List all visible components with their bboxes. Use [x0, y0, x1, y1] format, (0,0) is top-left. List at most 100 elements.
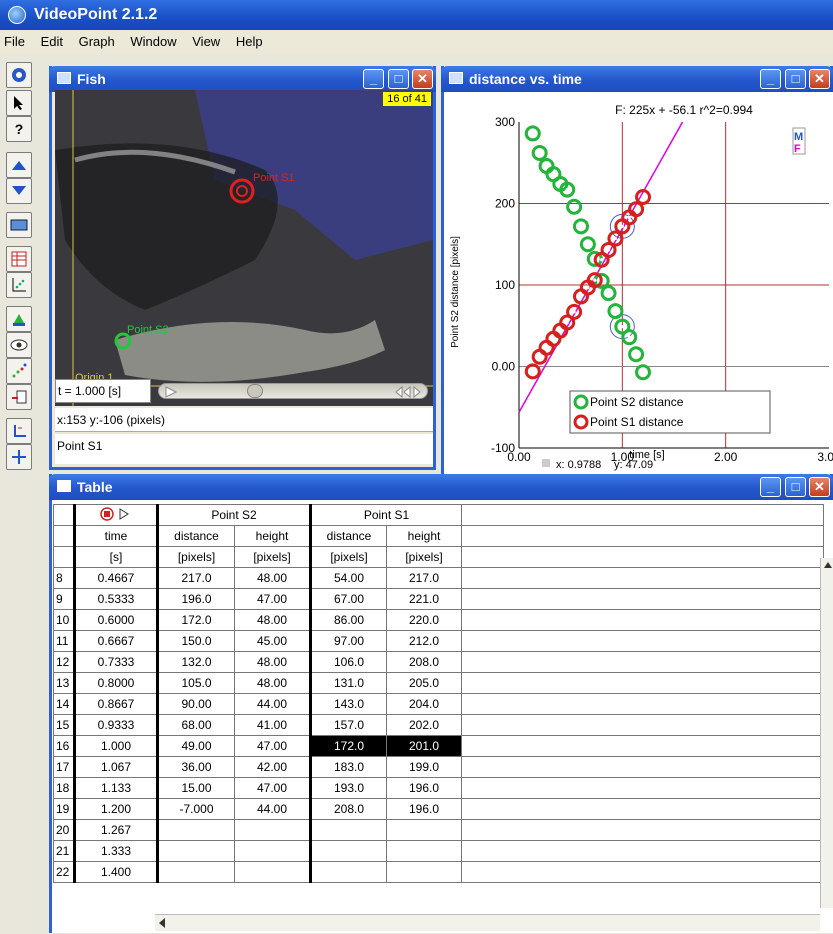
graph-tool-icon[interactable]	[6, 272, 32, 298]
s1-distance-cell[interactable]	[309, 840, 387, 862]
s2-height-cell[interactable]: 48.00	[234, 672, 311, 694]
time-cell[interactable]: 1.333	[73, 840, 158, 862]
menu-view[interactable]: View	[192, 34, 221, 49]
s1-height-cell[interactable]: 196.0	[386, 777, 462, 799]
step-down-icon[interactable]	[6, 178, 32, 204]
s1-distance-cell[interactable]: 86.00	[309, 609, 387, 631]
s2-height-cell[interactable]	[234, 819, 311, 841]
s2-height-cell[interactable]: 44.00	[234, 693, 311, 715]
point-s1-marker[interactable]	[227, 176, 257, 206]
time-cell[interactable]: 1.133	[73, 777, 158, 799]
close-button[interactable]: ✕	[412, 69, 433, 89]
distance-time-chart[interactable]: F: 225x + -56.1 r^2=0.994 M F Point S2 d…	[444, 92, 833, 474]
time-cell[interactable]: 1.200	[73, 798, 158, 820]
maximize-button[interactable]: □	[785, 69, 806, 89]
time-cell[interactable]: 0.4667	[73, 567, 158, 589]
menu-graph[interactable]: Graph	[78, 34, 115, 49]
time-cell[interactable]: 0.6000	[73, 609, 158, 631]
s1-distance-cell[interactable]: 208.0	[309, 798, 387, 820]
s1-distance-cell[interactable]: 183.0	[309, 756, 387, 778]
s2-height-cell[interactable]: 47.00	[234, 777, 311, 799]
s2-height-cell[interactable]	[234, 861, 311, 883]
time-cell[interactable]: 0.7333	[73, 651, 158, 673]
close-button[interactable]: ✕	[809, 69, 830, 89]
table-row[interactable]: 13 0.8000 105.0 48.00 131.0 205.0	[53, 672, 824, 694]
s2-distance-cell[interactable]: 68.00	[156, 714, 235, 736]
s2-distance-cell[interactable]: 36.00	[156, 756, 235, 778]
s1-distance-cell[interactable]: 97.00	[309, 630, 387, 652]
s1-height-cell[interactable]: 204.0	[386, 693, 462, 715]
table-tool-icon[interactable]	[6, 246, 32, 272]
table-row[interactable]: 20 1.267	[53, 819, 824, 841]
s2-distance-cell[interactable]: -7.000	[156, 798, 235, 820]
play-icon[interactable]	[164, 386, 180, 398]
graph-window-title-bar[interactable]: distance vs. time _ □ ✕	[441, 66, 833, 92]
step-up-icon[interactable]	[6, 152, 32, 178]
close-button[interactable]: ✕	[809, 477, 830, 497]
s1-height-cell[interactable]: 202.0	[386, 714, 462, 736]
scale-tool-icon[interactable]	[6, 444, 32, 470]
minimize-button[interactable]: _	[760, 477, 781, 497]
marker-badge-box[interactable]	[792, 127, 806, 155]
s1-height-cell[interactable]: 201.0	[386, 735, 462, 757]
s1-height-cell[interactable]: 220.0	[386, 609, 462, 631]
s2-data-point[interactable]	[635, 364, 651, 381]
s2-distance-cell[interactable]: 150.0	[156, 630, 235, 652]
s2-distance-cell[interactable]: 105.0	[156, 672, 235, 694]
table-row[interactable]: 12 0.7333 132.0 48.00 106.0 208.0	[53, 651, 824, 673]
s2-data-point[interactable]	[607, 303, 624, 320]
minimize-button[interactable]: _	[363, 69, 384, 89]
time-cell[interactable]: 1.400	[73, 861, 158, 883]
s1-height-cell[interactable]: 199.0	[386, 756, 462, 778]
s1-data-point[interactable]	[586, 272, 603, 289]
s1-distance-cell[interactable]: 106.0	[309, 651, 387, 673]
s2-distance-cell[interactable]: 15.00	[156, 777, 235, 799]
time-cell[interactable]: 1.067	[73, 756, 158, 778]
table-row[interactable]: 8 0.4667 217.0 48.00 54.00 217.0	[53, 567, 824, 589]
menu-help[interactable]: Help	[235, 34, 263, 49]
table-row[interactable]: 18 1.133 15.00 47.00 193.0 196.0	[53, 777, 824, 799]
maximize-button[interactable]: □	[785, 477, 806, 497]
time-cell[interactable]: 0.6667	[73, 630, 158, 652]
s1-data-point[interactable]	[628, 201, 645, 218]
scroll-left-icon[interactable]	[155, 915, 169, 931]
s2-height-cell[interactable]: 41.00	[234, 714, 311, 736]
s2-data-point[interactable]	[621, 329, 638, 346]
s2-height-cell[interactable]: 45.00	[234, 630, 311, 652]
s2-data-point[interactable]	[531, 144, 548, 161]
s1-height-cell[interactable]	[386, 819, 462, 841]
s2-data-point[interactable]	[573, 218, 589, 235]
s2-height-cell[interactable]: 47.00	[234, 735, 311, 757]
s2-height-cell[interactable]: 44.00	[234, 798, 311, 820]
table-row[interactable]: 11 0.6667 150.0 45.00 97.00 212.0	[53, 630, 824, 652]
s2-data-point[interactable]	[524, 125, 541, 142]
vertical-scrollbar[interactable]	[820, 558, 833, 908]
s1-height-cell[interactable]: 196.0	[386, 798, 462, 820]
time-cell[interactable]: 0.5333	[73, 588, 158, 610]
table-row[interactable]: 16 1.000 49.00 47.00 172.0 201.0	[53, 735, 824, 757]
s2-data-point[interactable]	[559, 181, 576, 198]
view-eye-icon[interactable]	[6, 332, 32, 358]
table-row[interactable]: 17 1.067 36.00 42.00 183.0 199.0	[53, 756, 824, 778]
s1-distance-cell[interactable]: 67.00	[309, 588, 387, 610]
s2-data-point[interactable]	[566, 198, 583, 215]
s1-height-cell[interactable]: 217.0	[386, 567, 462, 589]
s2-height-cell[interactable]: 48.00	[234, 567, 311, 589]
s1-distance-cell[interactable]	[309, 819, 387, 841]
time-cell[interactable]: 0.8667	[73, 693, 158, 715]
s2-distance-cell[interactable]	[156, 840, 235, 862]
s2-distance-cell[interactable]	[156, 861, 235, 883]
graph-area[interactable]: F: 225x + -56.1 r^2=0.994 M F Point S2 d…	[444, 92, 833, 474]
menu-edit[interactable]: Edit	[40, 34, 63, 49]
s1-data-point[interactable]	[559, 314, 576, 331]
export-data-icon[interactable]	[6, 384, 32, 410]
s2-height-cell[interactable]: 42.00	[234, 756, 311, 778]
table-row[interactable]: 15 0.9333 68.00 41.00 157.0 202.0	[53, 714, 824, 736]
record-controls[interactable]	[73, 504, 158, 526]
s1-height-cell[interactable]: 208.0	[386, 651, 462, 673]
help-question-icon[interactable]: ?	[6, 116, 32, 142]
maximize-button[interactable]: □	[388, 69, 409, 89]
table-row[interactable]: 19 1.200 -7.000 44.00 208.0 196.0	[53, 798, 824, 820]
minimize-button[interactable]: _	[760, 69, 781, 89]
s1-height-cell[interactable]: 221.0	[386, 588, 462, 610]
